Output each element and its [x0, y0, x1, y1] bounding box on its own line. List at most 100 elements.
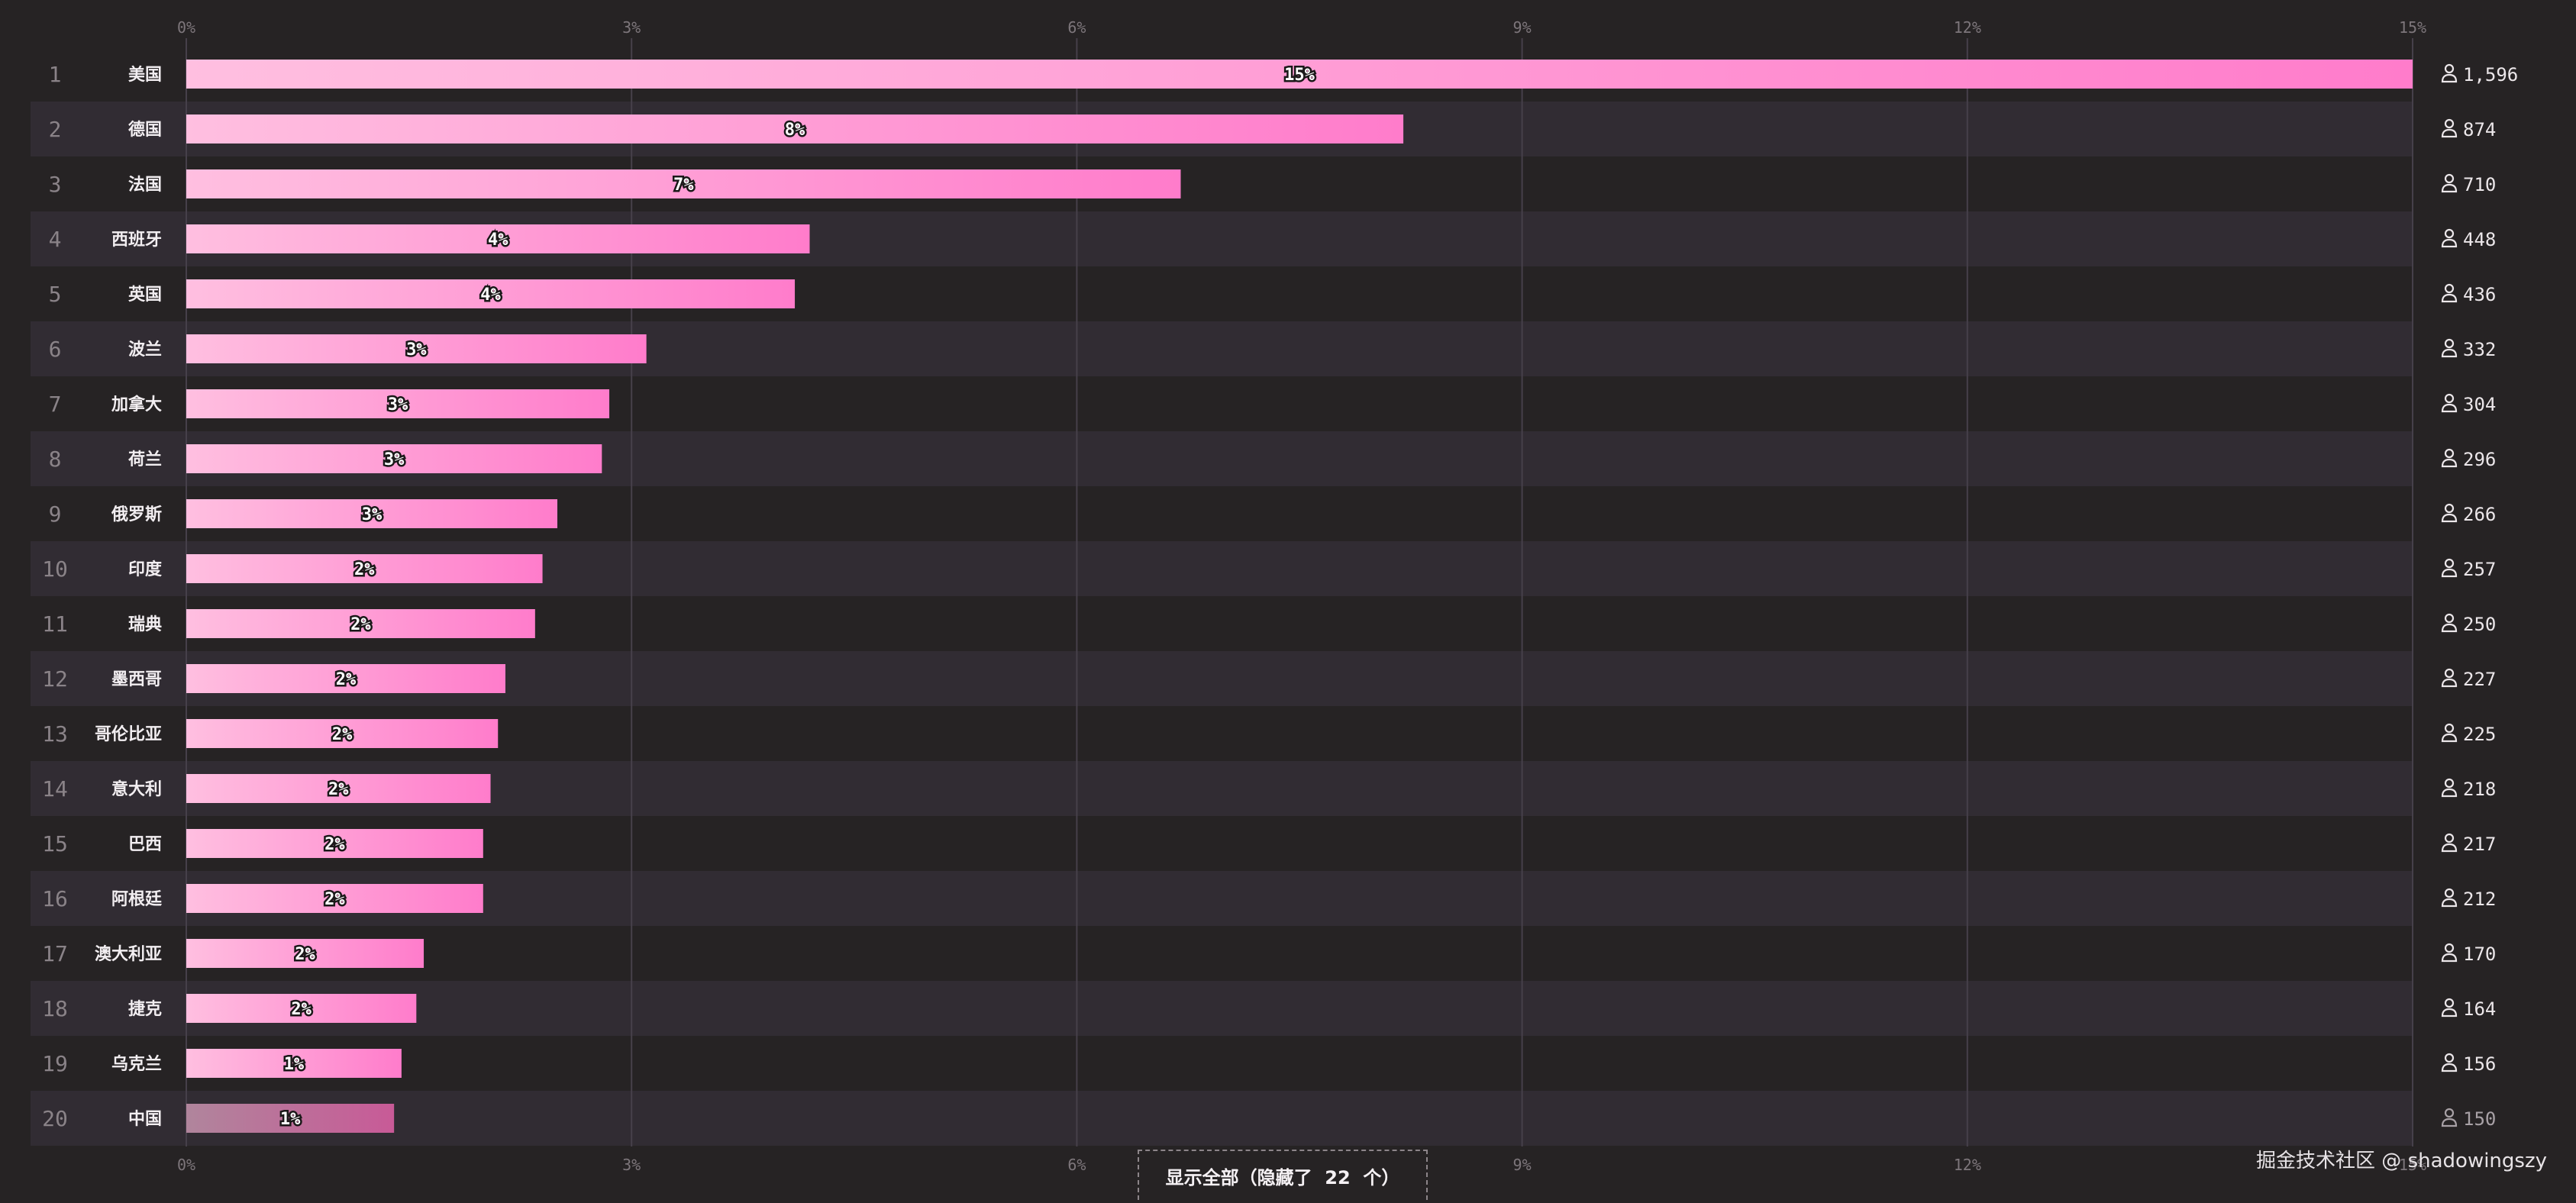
x-tick-label-bottom: 3%: [622, 1156, 641, 1174]
value-label: 1%: [280, 1110, 301, 1129]
value-label: 2%: [332, 725, 353, 744]
bar: [186, 664, 505, 693]
value-label: 2%: [350, 615, 371, 634]
user-icon-glyph: [2441, 228, 2458, 248]
user-icon-glyph: [2441, 118, 2458, 138]
user-icon-glyph: [2441, 723, 2458, 743]
category-label: 荷兰: [128, 450, 162, 469]
user-icon: [2441, 393, 2458, 413]
rank-label: 10: [42, 556, 68, 582]
count-label: 448: [2463, 229, 2496, 250]
user-icon-glyph: [2441, 833, 2458, 853]
x-tick-label-bottom: 15%: [2399, 1156, 2426, 1174]
row-band: [31, 981, 2413, 1036]
bar: [186, 389, 610, 418]
user-icon: [2441, 63, 2458, 83]
count-label: 156: [2463, 1053, 2496, 1075]
count-label: 150: [2463, 1108, 2496, 1130]
value-label: 3%: [388, 395, 408, 414]
bar: [186, 554, 543, 583]
bar: [186, 719, 499, 748]
category-label: 澳大利亚: [95, 944, 162, 964]
user-icon: [2441, 613, 2458, 633]
user-icon: [2441, 503, 2458, 523]
x-tick-label-bottom: 6%: [1067, 1156, 1086, 1174]
category-label: 德国: [128, 120, 162, 140]
count-label: 218: [2463, 779, 2496, 800]
bar: [186, 334, 647, 363]
user-icon: [2441, 833, 2458, 853]
user-icon-glyph: [2441, 613, 2458, 633]
value-label: 2%: [295, 945, 315, 964]
category-label: 阿根廷: [111, 890, 163, 909]
rank-label: 18: [42, 996, 68, 1021]
category-label: 墨西哥: [111, 670, 162, 689]
user-icon: [2441, 668, 2458, 688]
rank-label: 16: [42, 886, 68, 911]
user-icon: [2441, 448, 2458, 468]
rank-label: 14: [42, 776, 68, 801]
category-label: 意大利: [111, 779, 162, 799]
count-label: 227: [2463, 669, 2496, 690]
user-icon: [2441, 558, 2458, 578]
row-band: [31, 1091, 2413, 1146]
rank-label: 5: [49, 282, 62, 307]
bar: [186, 279, 796, 308]
bar: [186, 829, 483, 858]
x-tick-label-top: 0%: [177, 18, 195, 37]
count-label: 296: [2463, 449, 2496, 470]
bar: [186, 169, 1181, 198]
category-label: 瑞典: [128, 615, 162, 634]
rank-label: 7: [49, 392, 62, 417]
bar: [186, 499, 557, 528]
rank-label: 2: [49, 117, 62, 142]
value-label: 4%: [480, 285, 501, 305]
count-label: 436: [2463, 284, 2496, 305]
count-label: 250: [2463, 614, 2496, 635]
bar: [186, 444, 602, 473]
show-all-button[interactable]: 显示全部（隐藏了 22 个）: [1138, 1150, 1428, 1200]
value-label: 15%: [1284, 66, 1315, 85]
value-label: 3%: [406, 340, 427, 360]
count-label: 266: [2463, 504, 2496, 525]
rank-label: 17: [42, 941, 68, 966]
user-icon-glyph: [2441, 1053, 2458, 1072]
user-icon-glyph: [2441, 888, 2458, 908]
count-label: 874: [2463, 119, 2496, 140]
count-label: 212: [2463, 889, 2496, 910]
labels: 0% 0% 3% 3% 6% 6% 9% 9% 12% 12% 15% 15% 1 美国 15% 1,596 2…: [42, 18, 2518, 1174]
user-icon-glyph: [2441, 943, 2458, 963]
bar: [186, 224, 810, 253]
user-icon-glyph: [2441, 63, 2458, 83]
value-label: 4%: [488, 231, 508, 250]
count-label: 710: [2463, 174, 2496, 195]
value-label: 3%: [384, 450, 405, 469]
user-icon: [2441, 888, 2458, 908]
x-tick-label-top: 9%: [1513, 18, 1532, 37]
user-icon-glyph: [2441, 283, 2458, 303]
value-label: 1%: [284, 1055, 305, 1074]
category-label: 俄罗斯: [111, 505, 162, 524]
bar: [186, 1104, 395, 1133]
x-tick-label-top: 3%: [622, 18, 641, 37]
value-label: 8%: [785, 121, 805, 140]
count-label: 217: [2463, 834, 2496, 855]
user-icon: [2441, 1053, 2458, 1072]
category-label: 哥伦比亚: [95, 724, 162, 744]
category-label: 加拿大: [111, 395, 162, 414]
user-icon-glyph: [2441, 448, 2458, 468]
user-icon-glyph: [2441, 558, 2458, 578]
bar: [186, 774, 491, 803]
user-icon: [2441, 118, 2458, 138]
x-tick-label-top: 15%: [2399, 18, 2426, 37]
rank-label: 6: [49, 337, 62, 362]
x-tick-label-bottom: 0%: [177, 1156, 195, 1174]
user-icon-glyph: [2441, 393, 2458, 413]
rank-label: 8: [49, 447, 62, 472]
rank-label: 11: [42, 611, 68, 637]
user-icon-glyph: [2441, 1108, 2458, 1127]
watermark: 掘金技术社区 @ shadowingszy: [2256, 1150, 2547, 1172]
category-label: 法国: [128, 176, 162, 195]
